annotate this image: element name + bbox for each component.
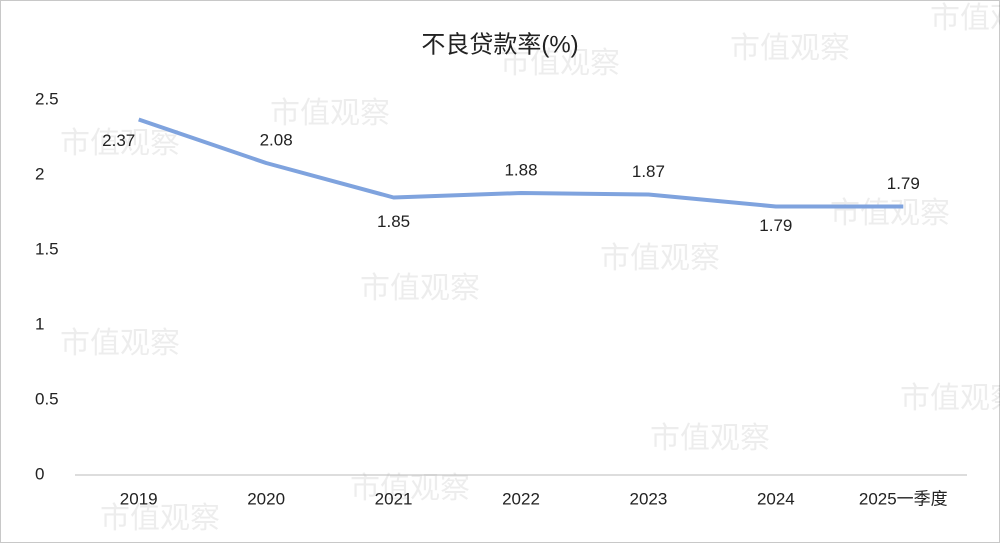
watermark: 市值观察 (600, 242, 720, 275)
watermark: 市值观察 (730, 32, 850, 65)
y-tick-label: 0.5 (35, 389, 59, 408)
watermark: 市值观察 (930, 2, 1000, 35)
data-label: 1.85 (377, 212, 410, 231)
data-label: 1.79 (759, 216, 792, 235)
data-label: 1.79 (887, 174, 920, 193)
watermark: 市值观察 (650, 422, 770, 455)
x-tick-label: 2023 (630, 489, 668, 508)
x-tick-label: 2022 (502, 489, 540, 508)
data-label: 2.08 (260, 130, 293, 149)
watermark: 市值观察 (830, 197, 950, 230)
watermark: 市值观察 (900, 382, 1000, 415)
y-tick-label: 1.5 (35, 239, 59, 258)
x-tick-label: 2024 (757, 489, 795, 508)
chart-title: 不良贷款率(%) (421, 31, 578, 58)
y-tick-label: 1 (35, 314, 44, 333)
y-tick-label: 0 (35, 464, 44, 483)
x-tick-label: 2021 (375, 489, 413, 508)
watermark: 市值观察 (60, 127, 180, 160)
data-label: 1.87 (632, 162, 665, 181)
y-tick-label: 2.5 (35, 89, 59, 108)
watermark: 市值观察 (500, 47, 620, 80)
watermark: 市值观察 (100, 502, 220, 535)
x-tick-label: 2020 (247, 489, 285, 508)
data-label: 2.37 (102, 131, 135, 150)
watermark: 市值观察 (350, 472, 470, 505)
watermark: 市值观察 (60, 327, 180, 360)
watermark: 市值观察 (360, 272, 480, 305)
watermark: 市值观察 (270, 97, 390, 130)
y-tick-label: 2 (35, 164, 44, 183)
x-tick-label: 2025一季度 (859, 489, 948, 508)
line (138, 117, 904, 209)
x-tick-label: 2019 (120, 489, 158, 508)
data-label: 1.88 (504, 160, 537, 179)
